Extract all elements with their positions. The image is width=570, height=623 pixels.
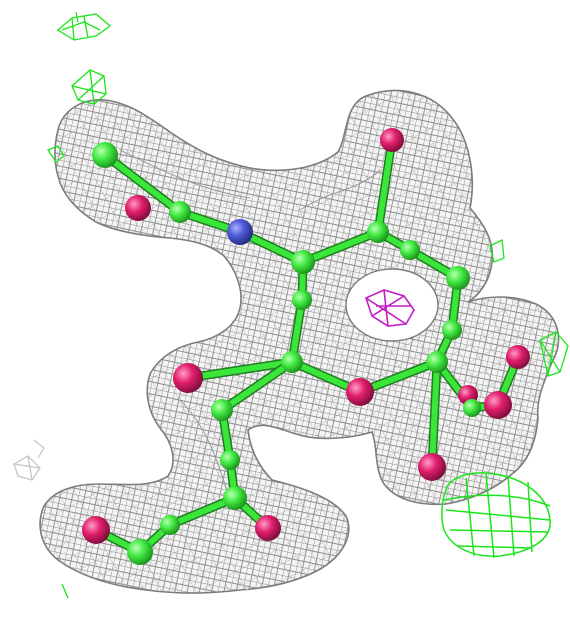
faint-density-fragments: [13, 439, 249, 591]
carbon-atom[interactable]: [281, 351, 303, 373]
bond: [429, 359, 440, 470]
carbon-atom[interactable]: [400, 240, 420, 260]
positive-density-blob-bottom: [61, 583, 69, 599]
bond: [375, 137, 395, 235]
carbon-atom[interactable]: [223, 486, 247, 510]
oxygen-atom[interactable]: [506, 345, 530, 369]
carbon-atom[interactable]: [291, 250, 315, 274]
carbon-atom[interactable]: [220, 450, 240, 470]
oxygen-atom[interactable]: [484, 391, 512, 419]
bond: [300, 229, 381, 265]
oxygen-atom[interactable]: [418, 453, 446, 481]
carbon-atom[interactable]: [446, 266, 470, 290]
oxygen-atom[interactable]: [82, 516, 110, 544]
negative-density-blob: [365, 289, 415, 327]
positive-density-blob-small: [47, 145, 65, 163]
oxygen-atom[interactable]: [380, 128, 404, 152]
carbon-atom[interactable]: [292, 290, 312, 310]
bond: [102, 152, 183, 215]
carbon-atom[interactable]: [442, 320, 462, 340]
carbon-atom[interactable]: [92, 142, 118, 168]
positive-density-blob-right: [489, 239, 505, 263]
oxygen-atom[interactable]: [346, 378, 374, 406]
positive-density-blobs: [47, 11, 569, 599]
carbon-atom[interactable]: [367, 221, 389, 243]
positive-density-blob-large: [441, 472, 551, 559]
bond: [185, 359, 295, 381]
carbon-atom[interactable]: [127, 539, 153, 565]
ring-cavity: [345, 268, 439, 342]
oxygen-atom[interactable]: [125, 195, 151, 221]
atom-layer: [82, 128, 530, 565]
carbon-atom[interactable]: [169, 201, 191, 223]
bond: [219, 359, 295, 413]
carbon-atom[interactable]: [463, 399, 481, 417]
positive-density-blob-far-right: [539, 331, 569, 377]
carbon-atom[interactable]: [160, 515, 180, 535]
carbon-atom[interactable]: [211, 399, 233, 421]
carbon-atom[interactable]: [426, 351, 448, 373]
positive-density-blob-left: [71, 69, 107, 105]
density-mesh: [39, 89, 560, 594]
oxygen-atom[interactable]: [173, 363, 203, 393]
oxygen-atom[interactable]: [255, 515, 281, 541]
positive-density-blob-top-left: [56, 11, 112, 41]
nitrogen-atom[interactable]: [227, 219, 253, 245]
